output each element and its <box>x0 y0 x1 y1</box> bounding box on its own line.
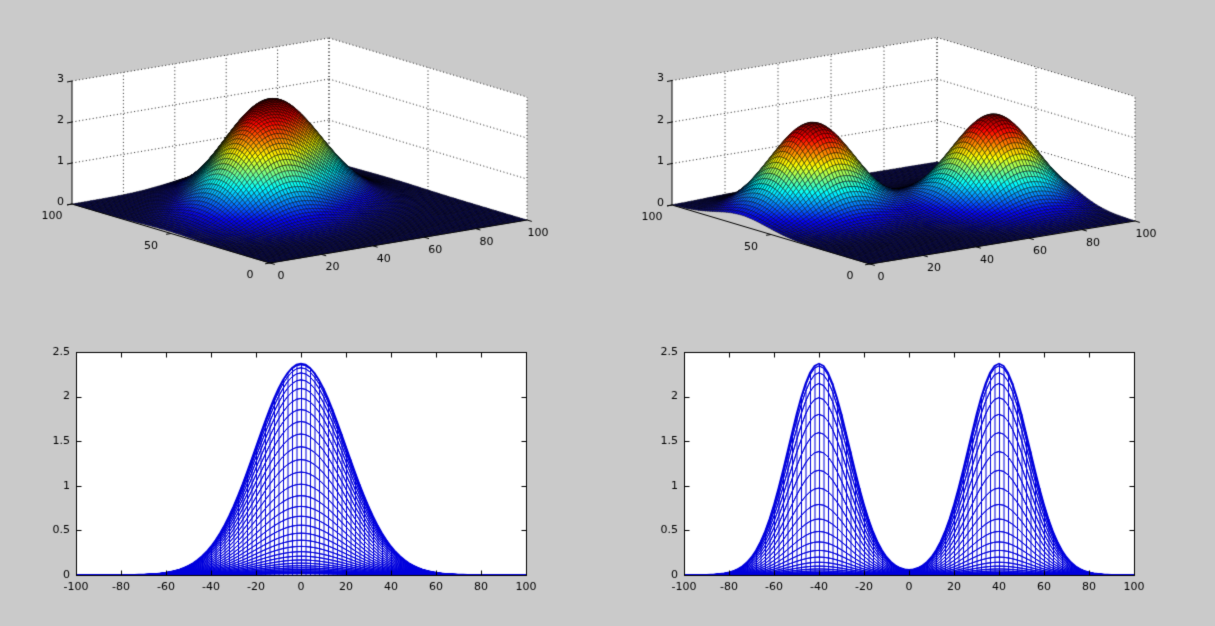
surface-plot-separated-gaussians <box>607 0 1215 313</box>
mesh-profile-double-gaussian <box>607 313 1215 626</box>
surface-plot-overlapping-gaussians <box>0 0 607 313</box>
mesh-profile-single-gaussian <box>0 313 607 626</box>
